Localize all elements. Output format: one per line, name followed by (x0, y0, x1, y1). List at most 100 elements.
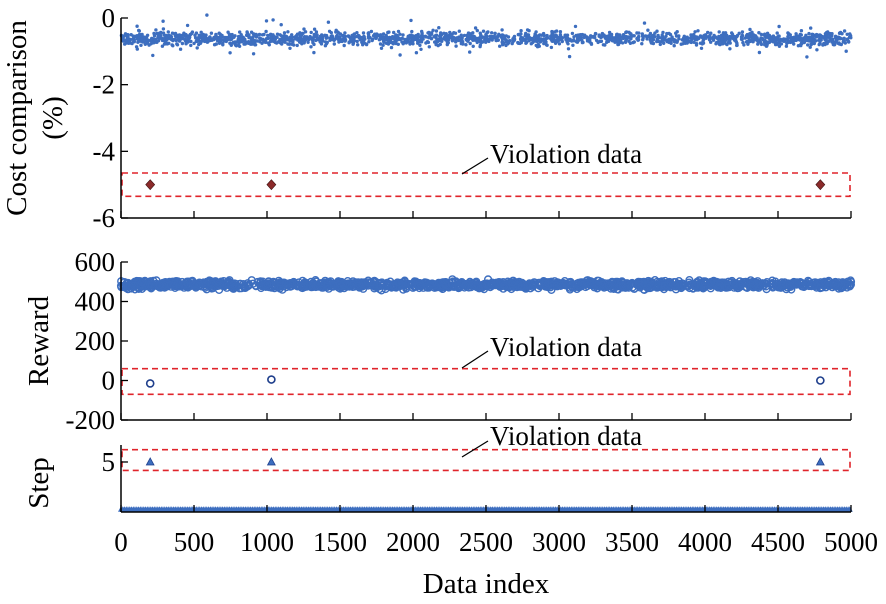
data-point (799, 41, 804, 45)
data-point (339, 279, 348, 288)
x-tick-label: 500 (174, 527, 215, 557)
data-point (142, 40, 146, 44)
data-point (479, 40, 483, 45)
y-axis-title-unit: (%) (37, 96, 69, 139)
data-point (827, 39, 831, 43)
data-point (308, 36, 312, 41)
data-point (244, 40, 248, 45)
panel-3: 5 Step Violation data 0 500 1000 1500 2000 2500 3… (23, 421, 878, 600)
data-point (640, 42, 644, 46)
data-point (123, 32, 128, 36)
data-point (300, 42, 304, 46)
data-point (727, 38, 731, 42)
data-point (180, 280, 189, 289)
data-point (757, 50, 762, 55)
data-point (239, 38, 243, 42)
data-point (199, 30, 203, 34)
data-point (728, 47, 732, 51)
data-point (783, 39, 787, 43)
data-point (763, 43, 767, 47)
x-tick-label: 5000 (824, 527, 878, 557)
data-point (737, 31, 741, 35)
data-point (204, 38, 208, 42)
data-point (379, 46, 384, 50)
data-point (175, 42, 179, 46)
data-point (806, 43, 810, 47)
data-point (837, 41, 841, 45)
data-point (266, 33, 270, 38)
data-point (469, 32, 473, 36)
data-point (566, 47, 571, 51)
data-point (214, 32, 218, 37)
data-point (712, 35, 716, 39)
x-tick-label: 4500 (751, 527, 805, 557)
y-tick-label: 5 (102, 447, 116, 477)
data-point (578, 33, 583, 37)
data-point (476, 38, 480, 42)
data-point (700, 279, 710, 288)
panel-1: 0 -2 -4 -6 Cost comparison (%) Violation data (1, 3, 853, 233)
x-tick-label: 2500 (459, 527, 513, 557)
data-point (811, 39, 816, 43)
data-point (311, 37, 315, 41)
data-point (355, 39, 359, 44)
data-point (464, 43, 468, 47)
annotation-leader (461, 350, 489, 369)
data-point (487, 37, 491, 42)
violation-box (121, 172, 851, 198)
data-point (471, 34, 475, 38)
data-point (501, 40, 505, 45)
violation-point (266, 179, 277, 191)
data-point (594, 281, 604, 291)
data-point (414, 281, 424, 290)
data-point (731, 280, 741, 290)
data-point (410, 29, 414, 34)
normal-data-series (118, 506, 853, 512)
data-point (381, 43, 385, 47)
data-point (842, 29, 847, 33)
data-point (221, 41, 225, 46)
data-point (792, 42, 796, 46)
data-point (677, 34, 681, 38)
data-point (716, 39, 721, 44)
data-point (190, 280, 199, 289)
violation-box (121, 367, 851, 396)
y-tick-label: 600 (75, 247, 116, 277)
data-point (763, 38, 767, 43)
data-point (401, 33, 405, 37)
data-point (805, 55, 809, 59)
data-point (166, 30, 170, 34)
data-point (312, 50, 316, 55)
data-point (137, 28, 141, 33)
data-point (389, 45, 394, 50)
data-point (534, 43, 538, 48)
data-point (786, 36, 790, 41)
data-point (261, 38, 266, 42)
data-point (258, 36, 263, 41)
data-point (434, 42, 438, 47)
data-point (847, 35, 852, 39)
data-point (273, 38, 277, 42)
data-point (444, 32, 448, 36)
data-point (394, 41, 398, 46)
data-point (711, 38, 716, 42)
data-point (264, 29, 268, 34)
data-point (167, 33, 171, 37)
data-point (741, 40, 745, 45)
x-tick-label: 3000 (532, 527, 586, 557)
data-point (334, 30, 338, 34)
data-point (637, 31, 641, 35)
data-point (758, 279, 768, 288)
data-point (773, 279, 782, 288)
data-point (268, 33, 272, 37)
data-point (675, 40, 679, 44)
data-point (611, 39, 616, 43)
data-point (327, 29, 332, 33)
data-point (343, 37, 347, 41)
data-point (746, 42, 750, 46)
data-point (752, 33, 756, 38)
data-point (558, 30, 563, 34)
data-point (427, 45, 431, 49)
data-point (439, 38, 444, 42)
data-point (452, 36, 456, 40)
